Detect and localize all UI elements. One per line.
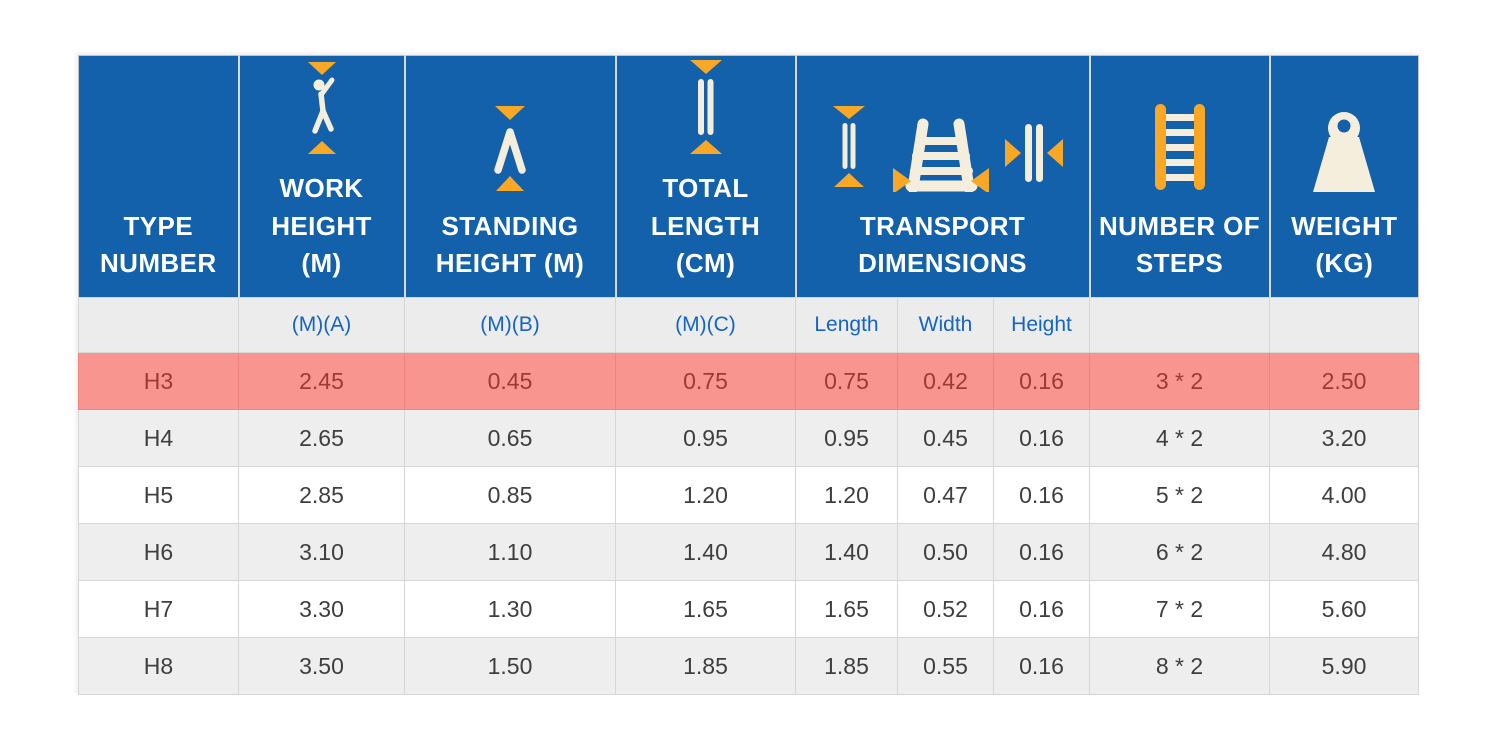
cell-standing-height: 0.85 xyxy=(404,466,616,524)
cell-transport-width: 0.42 xyxy=(897,352,994,410)
column-label: WORK HEIGHT (M) xyxy=(271,172,372,279)
cell-transport-length: 0.95 xyxy=(795,409,898,467)
cell-standing-height: 1.50 xyxy=(404,637,616,695)
column-label: TYPE NUMBER xyxy=(99,210,217,279)
cell-standing-height: 0.65 xyxy=(404,409,616,467)
cell-number-of-steps: 6 * 2 xyxy=(1089,523,1271,581)
column-label: TRANSPORT DIMENSIONS xyxy=(858,210,1027,279)
cell-transport-height: 0.16 xyxy=(992,523,1091,581)
subheader-row: (M)(A) (M)(B) (M)(C) Length Width Height xyxy=(78,297,1420,353)
cell-weight: 2.50 xyxy=(1269,352,1420,410)
cell-transport-width: 0.47 xyxy=(897,466,994,524)
column-label: STANDING HEIGHT (M) xyxy=(435,210,585,279)
cell-transport-length: 1.20 xyxy=(795,466,898,524)
table-row: H4 2.65 0.65 0.95 0.95 0.45 0.16 4 * 2 3… xyxy=(78,409,1420,467)
cell-weight: 3.20 xyxy=(1269,409,1420,467)
column-header-type-number: TYPE NUMBER xyxy=(78,55,240,298)
cell-transport-width: 0.55 xyxy=(897,637,994,695)
column-header-standing-height: STANDING HEIGHT (M) xyxy=(404,55,617,298)
ladder-spec-table: TYPE NUMBER WORK HEIGH xyxy=(78,55,1420,695)
column-label: WEIGHT (KG) xyxy=(1291,210,1398,279)
cell-transport-height: 0.16 xyxy=(992,352,1091,410)
column-header-total-length: TOTAL LENGTH (CM) xyxy=(615,55,797,298)
cell-standing-height: 1.30 xyxy=(404,580,616,638)
table-row: H7 3.30 1.30 1.65 1.65 0.52 0.16 7 * 2 5… xyxy=(78,580,1420,638)
work-height-icon xyxy=(307,61,336,154)
cell-number-of-steps: 3 * 2 xyxy=(1089,352,1271,410)
cell-work-height: 2.85 xyxy=(238,466,405,524)
cell-type-number: H6 xyxy=(78,523,239,581)
table-row: H8 3.50 1.50 1.85 1.85 0.55 0.16 8 * 2 5… xyxy=(78,637,1420,695)
column-header-work-height: WORK HEIGHT (M) xyxy=(238,55,406,298)
cell-type-number: H8 xyxy=(78,637,239,695)
column-label: TOTAL LENGTH (CM) xyxy=(650,172,761,279)
cell-weight: 4.00 xyxy=(1269,466,1420,524)
table-header: TYPE NUMBER WORK HEIGH xyxy=(78,55,1420,353)
cell-transport-length: 0.75 xyxy=(795,352,898,410)
table-row: H5 2.85 0.85 1.20 1.20 0.47 0.16 5 * 2 4… xyxy=(78,466,1420,524)
cell-transport-width: 0.52 xyxy=(897,580,994,638)
cell-type-number: H5 xyxy=(78,466,239,524)
cell-total-length: 1.20 xyxy=(615,466,796,524)
ladder-spec-table-container: TYPE NUMBER WORK HEIGH xyxy=(78,55,1420,695)
cell-weight: 5.60 xyxy=(1269,580,1420,638)
subheader-type-number xyxy=(78,297,239,353)
ladder-steps-icon xyxy=(1154,103,1205,190)
cell-total-length: 0.95 xyxy=(615,409,796,467)
cell-weight: 5.90 xyxy=(1269,637,1420,695)
subheader-work-height: (M)(A) xyxy=(238,297,405,353)
cell-work-height: 2.45 xyxy=(238,352,405,410)
subheader-transport-height: Height xyxy=(992,297,1091,353)
total-length-icon xyxy=(689,59,722,154)
column-label: NUMBER OF STEPS xyxy=(1099,210,1261,279)
header-row: TYPE NUMBER WORK HEIGH xyxy=(78,55,1419,298)
subheader-weight xyxy=(1269,297,1420,353)
cell-type-number: H4 xyxy=(78,409,239,467)
cell-standing-height: 1.10 xyxy=(404,523,616,581)
cell-transport-height: 0.16 xyxy=(992,580,1091,638)
cell-work-height: 2.65 xyxy=(238,409,405,467)
column-header-transport-dimensions: TRANSPORT DIMENSIONS xyxy=(795,55,1091,298)
cell-work-height: 3.30 xyxy=(238,580,405,638)
transport-dimensions-icon xyxy=(832,105,1063,192)
table-body: H3 2.45 0.45 0.75 0.75 0.42 0.16 3 * 2 2… xyxy=(78,352,1420,695)
cell-number-of-steps: 4 * 2 xyxy=(1089,409,1271,467)
table-row: H6 3.10 1.10 1.40 1.40 0.50 0.16 6 * 2 4… xyxy=(78,523,1420,581)
cell-total-length: 0.75 xyxy=(615,352,796,410)
cell-number-of-steps: 8 * 2 xyxy=(1089,637,1271,695)
cell-number-of-steps: 7 * 2 xyxy=(1089,580,1271,638)
cell-work-height: 3.10 xyxy=(238,523,405,581)
column-header-number-of-steps: NUMBER OF STEPS xyxy=(1089,55,1271,298)
standing-height-icon xyxy=(494,105,526,191)
cell-transport-length: 1.65 xyxy=(795,580,898,638)
subheader-standing-height: (M)(B) xyxy=(404,297,616,353)
cell-type-number: H7 xyxy=(78,580,239,638)
subheader-number-of-steps xyxy=(1089,297,1271,353)
subheader-transport-width: Width xyxy=(897,297,994,353)
cell-total-length: 1.40 xyxy=(615,523,796,581)
cell-transport-length: 1.40 xyxy=(795,523,898,581)
weight-icon xyxy=(1313,111,1376,192)
column-header-weight: WEIGHT (KG) xyxy=(1269,55,1419,298)
cell-transport-width: 0.45 xyxy=(897,409,994,467)
cell-number-of-steps: 5 * 2 xyxy=(1089,466,1271,524)
subheader-total-length: (M)(C) xyxy=(615,297,796,353)
cell-standing-height: 0.45 xyxy=(404,352,616,410)
subheader-transport-length: Length xyxy=(795,297,898,353)
cell-total-length: 1.65 xyxy=(615,580,796,638)
cell-transport-width: 0.50 xyxy=(897,523,994,581)
cell-type-number: H3 xyxy=(78,352,239,410)
table-row: H3 2.45 0.45 0.75 0.75 0.42 0.16 3 * 2 2… xyxy=(78,352,1420,410)
cell-total-length: 1.85 xyxy=(615,637,796,695)
cell-work-height: 3.50 xyxy=(238,637,405,695)
cell-weight: 4.80 xyxy=(1269,523,1420,581)
cell-transport-height: 0.16 xyxy=(992,637,1091,695)
cell-transport-length: 1.85 xyxy=(795,637,898,695)
cell-transport-height: 0.16 xyxy=(992,466,1091,524)
cell-transport-height: 0.16 xyxy=(992,409,1091,467)
